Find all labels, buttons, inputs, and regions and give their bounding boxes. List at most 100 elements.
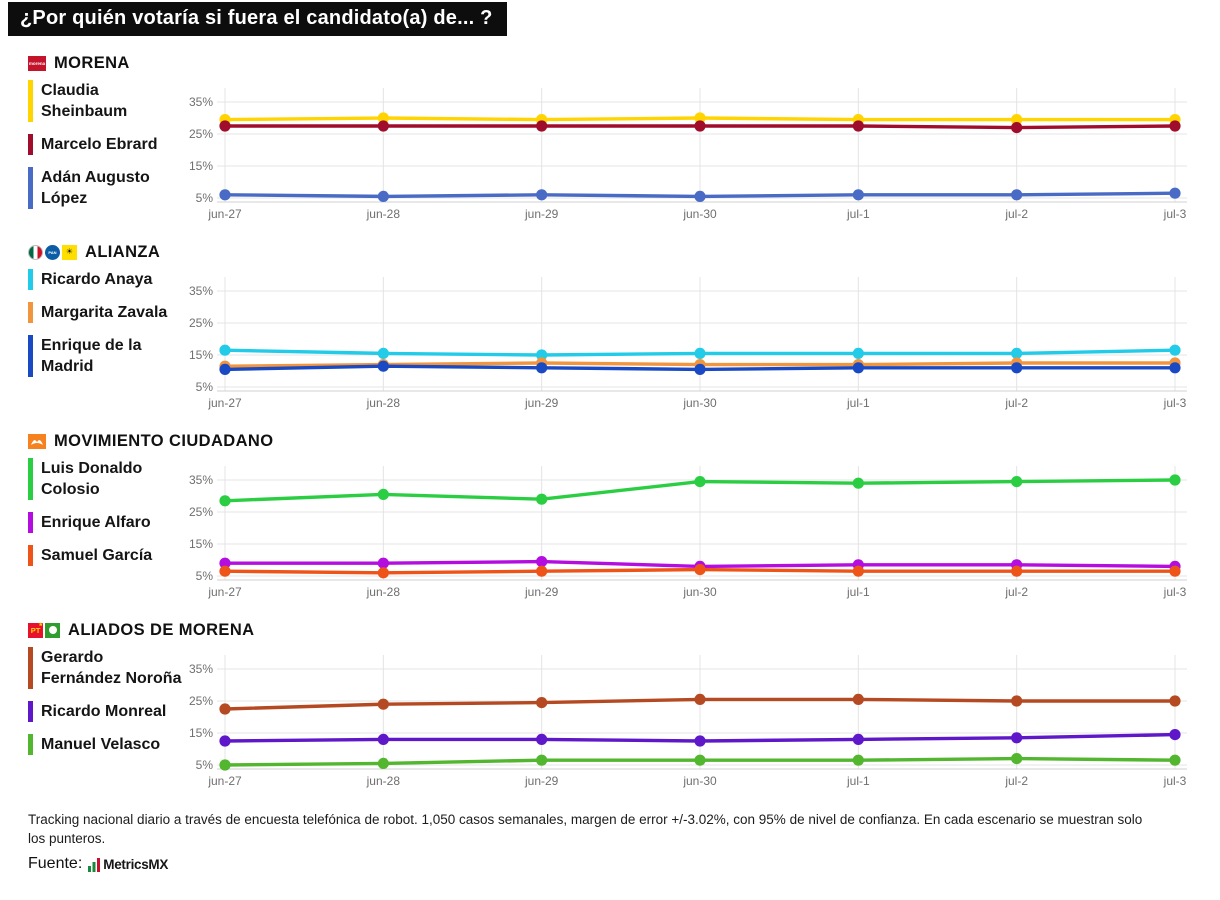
svg-text:jun-28: jun-28 <box>366 585 401 599</box>
svg-text:jul-3: jul-3 <box>1163 207 1187 221</box>
panel-aliados-de-morena: PT ★ ALIADOS DE MORENA Gerardo Fernández … <box>28 619 1220 796</box>
panel-mc-header: MOVIMIENTO CIUDADANO <box>28 430 1220 452</box>
legend-item: Adán Augusto López <box>28 167 185 209</box>
panel-morena-header: morena MORENA <box>28 52 1220 74</box>
legend-item: Ricardo Monreal <box>28 701 185 722</box>
svg-text:jul-1: jul-1 <box>846 396 870 410</box>
legend-morena: Claudia Sheinbaum Marcelo Ebrard Adán Au… <box>28 78 185 229</box>
pt-logo-icon: PT ★ <box>28 622 43 638</box>
candidate-name: Claudia Sheinbaum <box>41 82 128 120</box>
svg-text:jun-27: jun-27 <box>207 774 242 788</box>
alianza-line-chart: 35% 25% 15% 5% jun-27 jun-28 jun-29 jun-30 jul-1… <box>189 277 1187 410</box>
svg-text:25%: 25% <box>189 127 213 141</box>
footer: Tracking nacional diario a través de enc… <box>28 810 1220 873</box>
svg-text:15%: 15% <box>189 537 213 551</box>
svg-text:jun-27: jun-27 <box>207 585 242 599</box>
candidate-name: Ricardo Monreal <box>41 703 167 720</box>
party-name-alianza: ALIANZA <box>85 242 161 261</box>
svg-text:jun-29: jun-29 <box>524 207 559 221</box>
legend-item: Gerardo Fernández Noroña <box>28 647 185 689</box>
legend-alianza: Ricardo Anaya Margarita Zavala Enrique d… <box>28 267 185 418</box>
svg-text:jun-30: jun-30 <box>682 396 717 410</box>
morena-logo-icon: morena <box>28 55 46 71</box>
page-title: ¿Por quién votaría si fuera el candidato… <box>8 2 507 36</box>
candidate-name: Manuel Velasco <box>41 736 161 753</box>
svg-text:jun-28: jun-28 <box>366 207 401 221</box>
source-label: Fuente: <box>28 855 83 872</box>
pvem-logo-icon <box>45 622 60 638</box>
aliados-line-chart: 35% 25% 15% 5% jun-27 jun-28 jun-29 jun-30 jul-1… <box>189 655 1187 788</box>
svg-text:jul-1: jul-1 <box>846 774 870 788</box>
svg-text:jul-2: jul-2 <box>1004 207 1028 221</box>
svg-text:5%: 5% <box>196 569 214 583</box>
prd-logo-icon: ☀ <box>62 244 77 260</box>
svg-text:jul-2: jul-2 <box>1004 774 1028 788</box>
svg-text:15%: 15% <box>189 159 213 173</box>
candidate-name: Marcelo Ebrard <box>41 136 158 153</box>
party-name-aliados: ALIADOS DE MORENA <box>68 620 255 639</box>
metricsmx-logo: MetricsMX <box>88 857 168 872</box>
legend-mc: Luis Donaldo Colosio Enrique Alfaro Samu… <box>28 456 185 607</box>
panel-morena: morena MORENA Claudia Sheinbaum Marcelo … <box>28 52 1220 229</box>
svg-text:jul-1: jul-1 <box>846 585 870 599</box>
panel-alianza-header: PAN ☀ ALIANZA <box>28 241 1220 263</box>
candidate-name: Enrique de la Madrid <box>41 337 142 375</box>
legend-item: Enrique Alfaro <box>28 512 185 533</box>
svg-text:25%: 25% <box>189 505 213 519</box>
svg-text:25%: 25% <box>189 316 213 330</box>
legend-item: Luis Donaldo Colosio <box>28 458 185 500</box>
svg-text:35%: 35% <box>189 473 213 487</box>
candidate-name: Ricardo Anaya <box>41 271 153 288</box>
legend-item: Samuel García <box>28 545 185 566</box>
panel-aliados-header: PT ★ ALIADOS DE MORENA <box>28 619 1220 641</box>
svg-text:jul-3: jul-3 <box>1163 396 1187 410</box>
source-name: MetricsMX <box>103 856 169 872</box>
svg-text:jun-27: jun-27 <box>207 396 242 410</box>
svg-text:35%: 35% <box>189 95 213 109</box>
party-name-mc: MOVIMIENTO CIUDADANO <box>54 431 274 450</box>
methodology-note: Tracking nacional diario a través de enc… <box>28 812 1143 846</box>
pri-logo-icon <box>28 244 43 260</box>
svg-text:jun-28: jun-28 <box>366 396 401 410</box>
panel-alianza: PAN ☀ ALIANZA Ricardo Anaya Margarita Za… <box>28 241 1220 418</box>
candidate-name: Gerardo Fernández Noroña <box>41 649 182 687</box>
candidate-name: Samuel García <box>41 547 153 564</box>
candidate-name: Adán Augusto López <box>41 169 150 207</box>
svg-text:jul-3: jul-3 <box>1163 774 1187 788</box>
svg-text:jun-29: jun-29 <box>524 585 559 599</box>
svg-text:jun-30: jun-30 <box>682 207 717 221</box>
panel-movimiento-ciudadano: MOVIMIENTO CIUDADANO Luis Donaldo Colosi… <box>28 430 1220 607</box>
svg-text:jul-1: jul-1 <box>846 207 870 221</box>
legend-item: Manuel Velasco <box>28 734 185 755</box>
svg-text:jun-29: jun-29 <box>524 774 559 788</box>
source-line: Fuente: MetricsMX <box>28 855 1220 873</box>
svg-text:35%: 35% <box>189 662 213 676</box>
svg-text:jul-2: jul-2 <box>1004 396 1028 410</box>
legend-item: Marcelo Ebrard <box>28 134 185 155</box>
svg-text:5%: 5% <box>196 380 214 394</box>
svg-text:5%: 5% <box>196 191 214 205</box>
svg-text:jul-2: jul-2 <box>1004 585 1028 599</box>
legend-aliados: Gerardo Fernández Noroña Ricardo Monreal… <box>28 645 185 796</box>
svg-text:25%: 25% <box>189 694 213 708</box>
svg-text:jun-30: jun-30 <box>682 774 717 788</box>
legend-item: Ricardo Anaya <box>28 269 185 290</box>
svg-text:5%: 5% <box>196 758 214 772</box>
candidate-name: Margarita Zavala <box>41 304 168 321</box>
party-name-morena: MORENA <box>54 53 130 72</box>
legend-item: Enrique de la Madrid <box>28 335 185 377</box>
mc-eagle-logo-icon <box>28 433 46 449</box>
svg-text:jun-28: jun-28 <box>366 774 401 788</box>
svg-text:jun-29: jun-29 <box>524 396 559 410</box>
mc-line-chart: 35% 25% 15% 5% jun-27 jun-28 jun-29 jun-30 jul-1… <box>189 466 1187 599</box>
candidate-name: Luis Donaldo Colosio <box>41 460 143 498</box>
pan-logo-icon: PAN <box>45 244 60 260</box>
svg-text:15%: 15% <box>189 348 213 362</box>
morena-line-chart: 35% 25% 15% 5% jun-27 jun-28 jun-29 jun-30 jul-1… <box>189 88 1187 221</box>
candidate-name: Enrique Alfaro <box>41 514 151 531</box>
svg-text:jul-3: jul-3 <box>1163 585 1187 599</box>
svg-text:15%: 15% <box>189 726 213 740</box>
legend-item: Claudia Sheinbaum <box>28 80 185 122</box>
svg-text:jun-27: jun-27 <box>207 207 242 221</box>
metricsmx-bars-icon <box>88 857 101 872</box>
